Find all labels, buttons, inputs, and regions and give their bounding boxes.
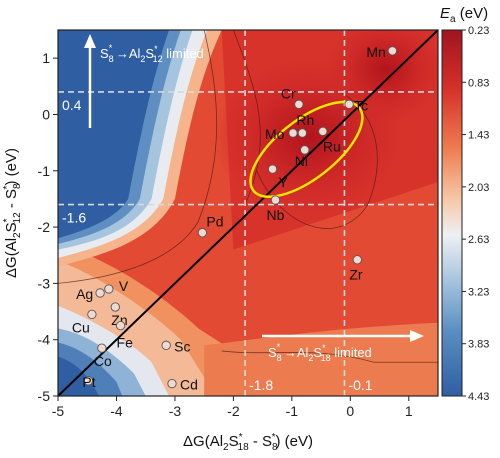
y-axis-label: ΔG(Al2S*12 - S8*) (eV) [2, 148, 23, 278]
x-tick-label: -4 [110, 403, 123, 419]
y-tick-label: 1 [42, 50, 50, 66]
point-label-zr: Zr [349, 267, 363, 283]
point-label-cd: Cd [180, 377, 198, 393]
colorbar [441, 29, 463, 397]
x-tick-label: 1 [405, 403, 413, 419]
data-point-y [267, 164, 278, 174]
x-tick-label: -2 [227, 403, 240, 419]
y-tick-label: -2 [38, 219, 51, 235]
data-point-tc [344, 99, 354, 109]
point-label-fe: Fe [117, 335, 134, 351]
point-label-mo: Mo [265, 126, 285, 142]
colorbar-title: Ea (eV) [440, 5, 488, 25]
data-point-ag [95, 288, 105, 298]
point-label-co: Co [94, 353, 112, 369]
data-point-pt [83, 376, 94, 386]
point-label-mn: Mn [366, 44, 385, 60]
annotation-s8-to-al2s18-limited: S8* →Al2S* 18 limited [268, 342, 372, 363]
data-point-ni [300, 145, 310, 155]
y-tick-label: -3 [38, 275, 51, 291]
x-axis-ticks: -5 -4 -3 -2 -1 0 1 [52, 396, 413, 419]
annotation-s8-to-al2s12-limited: S8* →Al2S* 12 limited [100, 43, 204, 64]
colorbar-tick-label: 0.83 [468, 77, 489, 89]
arrow-right-head [410, 330, 424, 342]
y-tick-label: 0 [42, 106, 50, 122]
point-label-cu: Cu [72, 319, 90, 335]
data-point-zr [352, 255, 362, 265]
arrow-up-head [84, 34, 96, 48]
data-point-mn [387, 46, 398, 56]
data-point-sc [161, 340, 171, 350]
x-tick-label: -3 [169, 403, 182, 419]
y-tick-label: -4 [38, 332, 51, 348]
point-label-ag: Ag [76, 286, 93, 302]
data-point-fe [115, 320, 126, 331]
reference-value-label: -1.6 [62, 210, 86, 226]
x-tick-label: 0 [346, 403, 354, 419]
colorbar-tick-label: 3.83 [468, 339, 489, 351]
colorbar-ticks: 0.23 0.83 1.43 2.03 2.63 3.23 3.83 4.43 [462, 25, 489, 403]
data-point-v [104, 284, 114, 294]
x-tick-label: -5 [52, 403, 65, 419]
data-point-pd [197, 228, 208, 238]
colorbar-tick-label: 4.43 [468, 391, 489, 403]
colorbar-tick-label: 3.23 [468, 286, 489, 298]
contour-line [233, 30, 261, 205]
point-label-rh: Rh [296, 112, 314, 128]
contour-line [256, 91, 378, 229]
colorbar-tick-label: 1.43 [468, 130, 489, 142]
colorbar-tick-label: 0.23 [468, 25, 489, 37]
plot-frame [57, 29, 439, 397]
point-label-v: V [119, 278, 129, 294]
point-label-nb: Nb [266, 207, 284, 223]
colorbar-tick-label: 2.03 [468, 182, 489, 194]
point-label-pt: Pt [82, 374, 95, 390]
colorbar-tick-label: 2.63 [468, 234, 489, 246]
point-label-cr: Cr [281, 85, 296, 101]
x-tick-label: -1 [286, 403, 299, 419]
parity-diagonal-line [57, 29, 439, 397]
data-point-cr [294, 99, 304, 109]
reference-value-label: -0.1 [348, 377, 372, 393]
x-axis-label: ΔG(Al2S* 18 - S8*) (eV) [183, 432, 313, 453]
y-tick-label: -1 [38, 163, 51, 179]
data-point-cu [87, 309, 97, 320]
y-axis-ticks: -5 -4 -3 -2 -1 0 1 [38, 50, 58, 404]
data-point-co [97, 343, 107, 353]
point-label-ru: Ru [323, 138, 341, 154]
data-point-rh [297, 128, 308, 138]
data-point-nb [270, 195, 281, 205]
data-point-cd [167, 378, 177, 389]
field-core [325, 30, 438, 125]
plot-overlay: 0.4 -1.6 -1.8 -0.1 S8* →Al2S* 12 limited S8* →… [57, 29, 439, 397]
point-label-y: Y [279, 174, 289, 190]
data-point-mo [288, 128, 298, 138]
point-label-ni: Ni [295, 153, 308, 169]
field-region [58, 30, 170, 239]
data-point-zn [110, 302, 120, 312]
y-tick-label: -5 [38, 388, 51, 404]
contour-line [58, 30, 218, 284]
field-region [204, 322, 438, 396]
reference-value-label: -1.8 [249, 377, 273, 393]
point-label-tc: Tc [354, 97, 368, 113]
data-point-ru [318, 126, 328, 137]
highlight-ellipse [249, 100, 364, 199]
reference-value-label: 0.4 [62, 97, 82, 113]
point-label-pd: Pd [206, 214, 223, 230]
point-label-sc: Sc [174, 338, 190, 354]
contour-line [221, 350, 438, 363]
